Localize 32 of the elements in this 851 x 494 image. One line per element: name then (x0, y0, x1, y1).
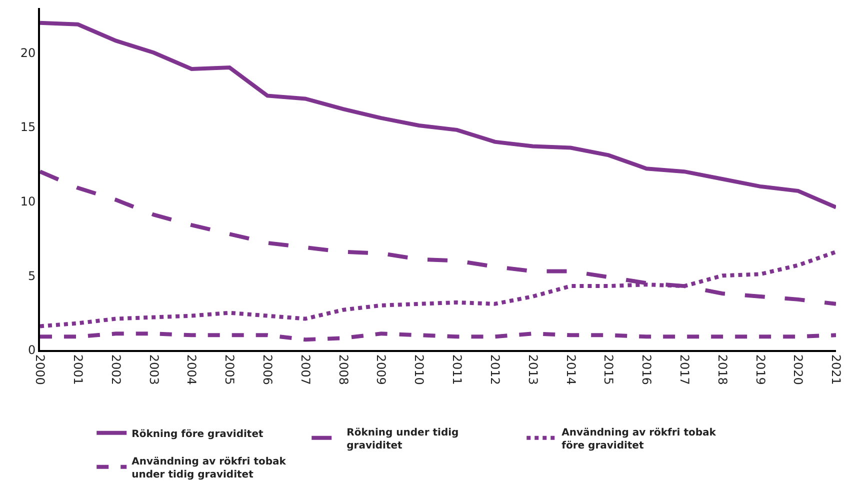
x-tick-label: 2010 (412, 354, 426, 385)
x-tick-label: 2020 (791, 354, 806, 385)
x-tick-label: 2015 (602, 354, 616, 385)
x-tick-label: 2017 (677, 354, 692, 385)
x-tick-label: 2004 (184, 354, 199, 385)
y-tick-label: 10 (20, 194, 36, 208)
legend-label: Användning av rökfri tobak under tidig graviditet (132, 456, 286, 480)
x-tick-label: 2001 (71, 354, 85, 385)
legend-label: Användning av rökfri tobak före graviditet (562, 427, 716, 452)
x-tick-label: 2007 (298, 354, 312, 385)
x-tick-label: 2002 (108, 354, 123, 385)
y-tick-label: 5 (28, 268, 36, 283)
y-tick-label: 0 (28, 343, 36, 358)
x-tick-label: 2009 (374, 354, 388, 385)
x-tick-label: 2016 (640, 354, 654, 385)
x-tick-label: 2003 (146, 354, 161, 385)
x-tick-label: 2005 (222, 354, 237, 385)
x-tick-label: 2018 (715, 354, 730, 385)
x-tick-label: 2014 (564, 354, 578, 385)
legend-label: Rökning före graviditet (132, 428, 264, 440)
x-tick-label: 2012 (488, 354, 502, 385)
line-series (40, 20, 836, 210)
y-tick-label: 15 (20, 120, 36, 134)
x-tick-label: 2021 (829, 354, 844, 385)
legend-label: Rökning under tidig graviditet (346, 427, 459, 452)
y-tick-label: 20 (20, 46, 36, 60)
x-tick-label: 2008 (336, 354, 350, 385)
x-tick-label: 2006 (260, 354, 275, 385)
x-tick-label: 2019 (753, 354, 768, 385)
x-tick-label: 2013 (526, 354, 540, 385)
x-tick-label: 2000 (33, 354, 48, 385)
x-tick-label: 2011 (450, 354, 464, 385)
